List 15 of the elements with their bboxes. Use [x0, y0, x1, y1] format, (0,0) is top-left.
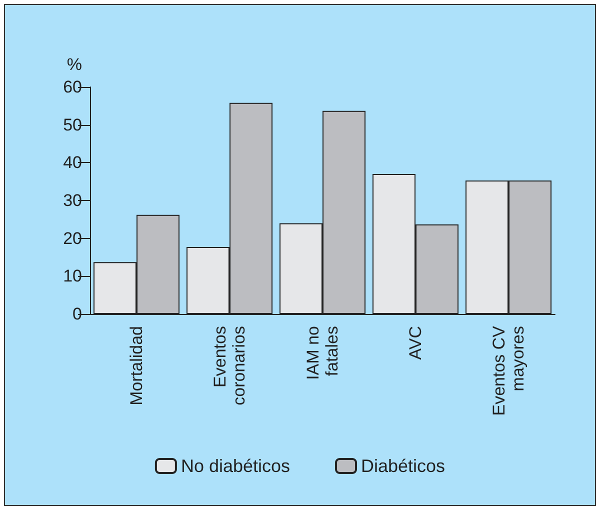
y-tick-label: 10 — [63, 266, 82, 286]
y-tick-label: 30 — [63, 191, 82, 210]
y-tick-label: 60 — [63, 78, 82, 96]
x-tick-label: IAM no fatales — [304, 326, 342, 380]
x-tick-label: AVC — [406, 326, 425, 360]
y-tick-label: 20 — [63, 228, 82, 248]
y-tick-label: 50 — [63, 115, 82, 134]
x-tick-label: Mortalidad — [127, 326, 146, 406]
y-tick-label: 0 — [72, 304, 82, 324]
x-tick-label: Eventos coronarios — [210, 326, 248, 406]
y-tick-label: 40 — [63, 153, 82, 172]
x-tick-label: Eventos CV mayores — [490, 325, 528, 416]
legend-label: No diabéticos — [180, 456, 290, 476]
legend-label: Diabéticos — [361, 456, 446, 476]
y-axis-title: % — [66, 55, 82, 74]
